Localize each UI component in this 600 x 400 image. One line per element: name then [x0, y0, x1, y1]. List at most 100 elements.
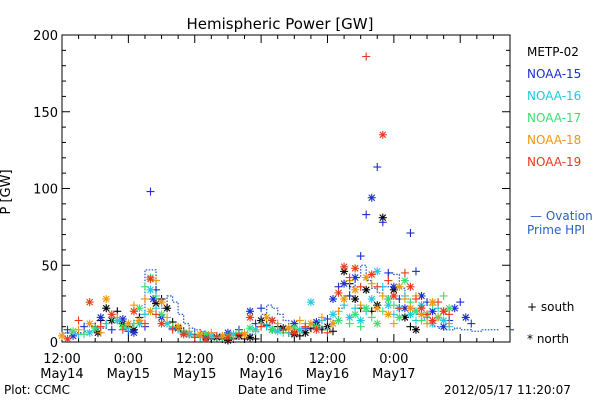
south-marker	[152, 310, 161, 319]
ovation-label-line-2: Prime HPI	[527, 223, 585, 237]
north-marker	[163, 304, 172, 313]
marker-south-key: + south	[527, 300, 574, 314]
north-marker	[284, 324, 293, 333]
series-noaa-18	[58, 273, 454, 342]
north-marker	[201, 334, 210, 343]
north-marker	[157, 319, 166, 328]
north-marker	[240, 330, 249, 339]
north-marker	[306, 319, 315, 328]
x-tick-label-time: 12:00	[309, 352, 346, 367]
south-marker	[345, 319, 354, 328]
south-marker	[301, 322, 310, 331]
north-marker	[378, 130, 387, 139]
x-tick-label-date: May15	[173, 367, 216, 382]
north-marker	[329, 319, 338, 328]
x-tick-label-date: May14	[40, 367, 83, 382]
x-tick-label-time: 0:00	[114, 352, 143, 367]
y-tick-label: 100	[33, 183, 58, 198]
south-marker	[234, 330, 243, 339]
south-marker	[257, 322, 266, 331]
y-tick-label: 200	[33, 29, 58, 44]
south-marker	[334, 307, 343, 316]
north-marker	[411, 325, 420, 334]
legend-entry: METP-02	[527, 45, 579, 59]
chart-title: Hemispheric Power [GW]	[187, 15, 374, 33]
north-marker	[373, 319, 382, 328]
south-marker	[63, 325, 72, 334]
x-tick-label-time: 12:00	[43, 352, 80, 367]
north-marker	[157, 310, 166, 319]
north-marker	[439, 316, 448, 325]
south-marker	[411, 267, 420, 276]
south-marker	[107, 325, 116, 334]
north-marker	[179, 330, 188, 339]
north-marker	[107, 310, 116, 319]
north-marker	[395, 313, 404, 322]
north-marker	[174, 322, 183, 331]
south-marker	[445, 310, 454, 319]
south-marker	[378, 291, 387, 300]
satellite-markers	[58, 52, 476, 345]
north-marker	[85, 319, 94, 328]
south-marker	[152, 276, 161, 285]
x-tick-label-time: 0:00	[379, 352, 408, 367]
south-marker	[140, 282, 149, 291]
north-marker	[351, 285, 360, 294]
x-tick-label-time: 0:00	[247, 352, 276, 367]
north-marker	[439, 307, 448, 316]
north-marker	[340, 279, 349, 288]
north-marker	[340, 262, 349, 271]
y-axis-label: P [GW]	[0, 169, 14, 214]
north-marker	[417, 310, 426, 319]
legend: METP-02 NOAA-15 NOAA-16 NOAA-17 NOAA-18 NOAA-…	[527, 45, 581, 169]
north-marker	[351, 310, 360, 319]
north-marker	[461, 313, 470, 322]
legend-entry: NOAA-17	[527, 111, 581, 125]
south-marker	[395, 304, 404, 313]
south-marker	[74, 325, 83, 334]
south-marker	[356, 282, 365, 291]
x-tick-label-date: May16	[306, 367, 349, 382]
north-marker	[290, 328, 299, 337]
north-marker	[146, 285, 155, 294]
north-marker	[96, 313, 105, 322]
south-marker	[384, 268, 393, 277]
south-marker	[423, 310, 432, 319]
south-marker	[163, 313, 172, 322]
north-marker	[196, 330, 205, 339]
x-tick-label-date: May16	[239, 367, 282, 382]
north-marker	[91, 324, 100, 333]
footer-timestamp: 2012/05/17 11:20:07	[444, 383, 571, 397]
south-marker	[378, 218, 387, 227]
south-marker	[257, 304, 266, 313]
south-marker	[251, 327, 260, 336]
x-axis: 12:00May140:00May1512:00May150:00May1612…	[40, 35, 511, 382]
north-marker	[63, 334, 72, 343]
north-marker	[69, 327, 78, 336]
south-marker	[207, 328, 216, 337]
north-marker	[246, 313, 255, 322]
north-marker	[124, 319, 133, 328]
y-tick-label: 150	[33, 106, 58, 121]
south-marker	[140, 295, 149, 304]
south-marker	[384, 276, 393, 285]
south-marker	[212, 331, 221, 340]
south-marker	[345, 273, 354, 282]
south-marker	[362, 52, 371, 61]
north-marker	[389, 291, 398, 300]
north-marker	[146, 307, 155, 316]
south-marker	[317, 313, 326, 322]
south-marker	[74, 316, 83, 325]
south-marker	[323, 314, 332, 323]
south-marker	[80, 330, 89, 339]
x-tick-label-date: May17	[372, 367, 415, 382]
north-marker	[306, 298, 315, 307]
south-marker	[362, 210, 371, 219]
south-marker	[434, 298, 443, 307]
north-marker	[334, 288, 343, 297]
legend-entry: NOAA-18	[527, 133, 581, 147]
north-marker	[417, 304, 426, 313]
south-marker	[400, 268, 409, 277]
north-marker	[85, 328, 94, 337]
